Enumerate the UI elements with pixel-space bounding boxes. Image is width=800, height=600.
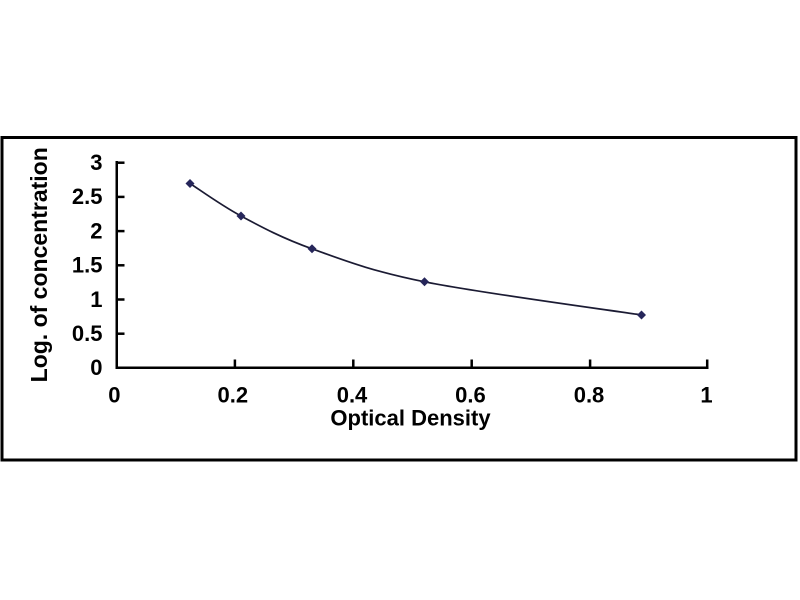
svg-text:0.6: 0.6	[455, 383, 486, 408]
svg-text:Optical Density: Optical Density	[330, 406, 491, 431]
svg-text:1: 1	[90, 287, 102, 312]
svg-text:0.2: 0.2	[218, 383, 249, 408]
svg-text:2.5: 2.5	[72, 184, 103, 209]
svg-text:0.4: 0.4	[337, 383, 368, 408]
svg-text:1: 1	[700, 383, 712, 408]
svg-text:2: 2	[90, 218, 102, 243]
svg-text:1.5: 1.5	[72, 253, 103, 278]
svg-text:0: 0	[108, 383, 120, 408]
svg-text:0.8: 0.8	[574, 383, 605, 408]
svg-text:3: 3	[90, 150, 102, 175]
svg-text:0: 0	[90, 355, 102, 380]
svg-text:0.5: 0.5	[72, 321, 103, 346]
svg-text:Log. of concentration: Log. of concentration	[26, 147, 52, 382]
